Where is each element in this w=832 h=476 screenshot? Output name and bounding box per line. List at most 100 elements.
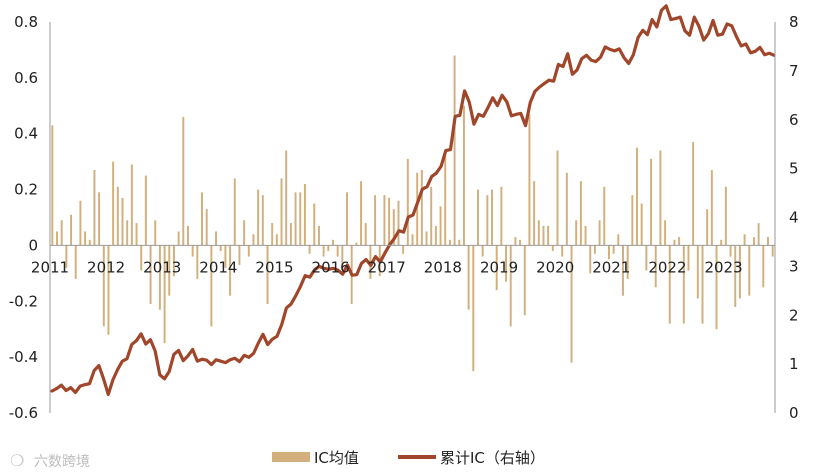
ic-bar — [673, 239, 676, 246]
right-tick-label: 6 — [789, 111, 799, 129]
ic-bar — [60, 220, 63, 246]
ic-bar — [243, 220, 246, 246]
left-tick-label: 0.6 — [14, 69, 38, 87]
ic-bar — [650, 158, 653, 246]
ic-bar — [364, 223, 367, 246]
x-tick-label: 2014 — [199, 258, 237, 276]
ic-bar — [617, 234, 620, 246]
right-tick-label: 3 — [789, 257, 799, 275]
left-tick-label: -0.6 — [9, 404, 38, 422]
ic-bar — [710, 170, 713, 246]
ic-bar — [682, 245, 685, 324]
ic-bar — [313, 203, 316, 246]
ic-bar — [294, 192, 297, 246]
ic-bar — [275, 234, 278, 246]
ic-bar — [163, 245, 166, 344]
ic-bar — [481, 245, 484, 257]
ic-bar — [472, 245, 475, 372]
ic-bar — [762, 245, 765, 288]
left-tick-label: 0.2 — [14, 181, 38, 199]
ic-bar — [729, 245, 732, 257]
ic-bar — [715, 245, 718, 330]
ic-bar — [453, 55, 456, 246]
watermark-text: 六数跨境 — [34, 454, 90, 470]
ic-bar — [584, 225, 587, 246]
x-tick-label: 2012 — [87, 258, 125, 276]
ic-bar — [528, 114, 531, 246]
ic-bar — [341, 245, 344, 268]
ic-bar — [98, 192, 101, 246]
ic-bar — [322, 245, 325, 257]
ic-bar — [65, 245, 68, 268]
ic-bar — [252, 234, 255, 246]
ic-bar — [402, 245, 405, 254]
ic-bar — [565, 172, 568, 246]
ic-bar — [636, 147, 638, 246]
ic-bar — [247, 245, 250, 257]
ic-bar — [177, 231, 180, 246]
ic-bar — [743, 234, 746, 246]
ic-bar — [229, 245, 232, 296]
ic-bar — [303, 183, 306, 246]
ic-bar — [126, 220, 129, 246]
right-tick-label: 4 — [789, 209, 799, 227]
ic-bar — [360, 181, 363, 246]
ic-bar — [547, 225, 550, 246]
ic-bar — [645, 245, 648, 271]
ic-bar — [678, 237, 681, 246]
ic-bar — [500, 186, 503, 246]
ic-bar — [187, 225, 189, 246]
ic-bar — [406, 158, 409, 246]
ic-bar — [434, 225, 437, 246]
ic-bar — [696, 245, 699, 299]
ic-bar — [486, 195, 489, 246]
ic-bar — [121, 197, 124, 246]
left-tick-label: 0 — [28, 236, 38, 254]
ic-bar — [233, 178, 236, 246]
plot-area — [50, 4, 776, 397]
ic-bar — [135, 223, 138, 246]
legend-bar-swatch — [272, 452, 310, 462]
ic-bar — [261, 195, 264, 246]
ic-bar — [140, 245, 143, 271]
ic-bar — [626, 245, 629, 279]
ic-bar — [201, 192, 203, 246]
ic-bar — [607, 245, 610, 260]
ic-bar — [219, 245, 222, 252]
ic-bar — [579, 181, 582, 246]
ic-bar — [79, 200, 82, 246]
ic-bar — [411, 234, 414, 246]
ic-bar — [654, 245, 657, 288]
ic-bar — [444, 156, 447, 246]
right-tick-label: 5 — [789, 160, 799, 178]
ic-bar — [537, 220, 540, 246]
ic-bar — [383, 195, 386, 246]
x-tick-label: 2019 — [480, 258, 518, 276]
left-tick-label: -0.4 — [9, 348, 38, 366]
ic-bar — [215, 231, 218, 246]
ic-bar — [771, 245, 774, 257]
ic-bar — [168, 245, 171, 296]
ic-bar — [392, 209, 395, 246]
ic-bar — [720, 239, 723, 246]
ic-bar — [88, 239, 91, 246]
ic-bar — [477, 189, 479, 246]
ic-bar — [102, 245, 105, 327]
x-tick-label: 2022 — [648, 258, 686, 276]
ic-bar — [172, 245, 175, 277]
ic-bar — [317, 225, 320, 246]
ic-bar — [467, 245, 470, 310]
ic-bar — [523, 245, 526, 316]
ic-bar — [332, 239, 334, 246]
ic-bar — [551, 245, 554, 252]
ic-bar — [271, 223, 274, 246]
ic-bar — [430, 186, 433, 246]
ic-bar — [664, 220, 667, 246]
ic-bar — [598, 220, 601, 246]
ic-bar — [388, 197, 391, 246]
x-tick-label: 2020 — [536, 258, 574, 276]
ic-bar — [593, 245, 596, 254]
right-tick-label: 0 — [789, 404, 799, 422]
ic-bar — [116, 186, 119, 246]
x-tick-label: 2023 — [704, 258, 742, 276]
